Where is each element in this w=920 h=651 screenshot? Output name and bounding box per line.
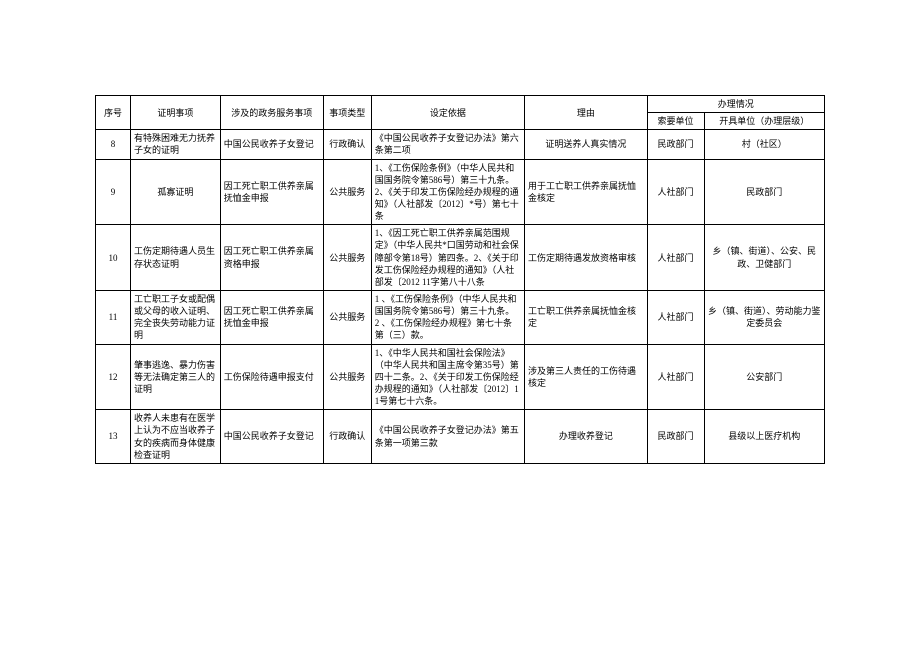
cell-type: 公共服务 [323, 159, 371, 225]
cell-seq: 10 [96, 225, 131, 291]
cell-requnit: 人社部门 [647, 344, 704, 410]
cell-item: 收养人未患有在医学上认为不应当收养子女的疾病而身体健康检查证明 [131, 410, 221, 464]
cell-seq: 12 [96, 344, 131, 410]
cell-seq: 13 [96, 410, 131, 464]
cell-issuer: 县级以上医疗机构 [704, 410, 824, 464]
cell-service: 因工死亡职工供养亲属抚恤金申报 [220, 290, 323, 344]
cell-seq: 11 [96, 290, 131, 344]
cell-basis: 《中国公民收养子女登记办法》第六条第二项 [371, 130, 524, 159]
cell-item: 工伤定期待遇人员生存状态证明 [131, 225, 221, 291]
certificate-table: 序号 证明事项 涉及的政务服务事项 事项类型 设定依据 理由 办理情况 索要单位… [95, 95, 825, 464]
cell-reason: 证明送养人真实情况 [525, 130, 648, 159]
cell-basis: 《中国公民收养子女登记办法》第五条第一项第三款 [371, 410, 524, 464]
cell-service: 因工死亡职工供养亲属资格申报 [220, 225, 323, 291]
cell-requnit: 民政部门 [647, 410, 704, 464]
cell-type: 行政确认 [323, 410, 371, 464]
cell-basis: 1 、《工伤保险条例》（中华人民共和国国务院令第586号）第三十九条。 2 、《… [371, 290, 524, 344]
header-reason: 理由 [525, 96, 648, 130]
header-service: 涉及的政务服务事项 [220, 96, 323, 130]
table-row: 10 工伤定期待遇人员生存状态证明 因工死亡职工供养亲属资格申报 公共服务 1、… [96, 225, 825, 291]
cell-seq: 8 [96, 130, 131, 159]
header-item: 证明事项 [131, 96, 221, 130]
cell-item: 肇事逃逸、暴力伤害等无法确定第三人的证明 [131, 344, 221, 410]
header-handling: 办理情况 [647, 96, 824, 113]
cell-reason: 涉及第三人责任的工伤待遇核定 [525, 344, 648, 410]
document-page: 序号 证明事项 涉及的政务服务事项 事项类型 设定依据 理由 办理情况 索要单位… [0, 0, 920, 651]
cell-type: 行政确认 [323, 130, 371, 159]
cell-basis: 1、《因工死亡职工供养亲属范围规定》（中华人民共*口国劳动和社会保障部令第18号… [371, 225, 524, 291]
cell-service: 中国公民收养子女登记 [220, 410, 323, 464]
cell-requnit: 人社部门 [647, 159, 704, 225]
table-row: 12 肇事逃逸、暴力伤害等无法确定第三人的证明 工伤保险待遇申报支付 公共服务 … [96, 344, 825, 410]
cell-type: 公共服务 [323, 344, 371, 410]
cell-service: 因工死亡职工供养亲属抚恤金申报 [220, 159, 323, 225]
table-row: 13 收养人未患有在医学上认为不应当收养子女的疾病而身体健康检查证明 中国公民收… [96, 410, 825, 464]
cell-issuer: 乡（镇、街道）、劳动能力鉴定委员会 [704, 290, 824, 344]
header-basis: 设定依据 [371, 96, 524, 130]
header-requnit: 索要单位 [647, 113, 704, 130]
cell-service: 工伤保险待遇申报支付 [220, 344, 323, 410]
header-issuer: 开具单位（办理层级） [704, 113, 824, 130]
table-row: 8 有特殊困难无力抚养子女的证明 中国公民收养子女登记 行政确认 《中国公民收养… [96, 130, 825, 159]
cell-issuer: 民政部门 [704, 159, 824, 225]
cell-basis: 1、《工伤保险条例》（中华人民共和国国务院令第586号）第三十九条。2、《关于印… [371, 159, 524, 225]
cell-requnit: 人社部门 [647, 290, 704, 344]
cell-reason: 工伤定期待遇发放资格审核 [525, 225, 648, 291]
cell-reason: 工亡职工供养亲属抚恤金核定 [525, 290, 648, 344]
cell-type: 公共服务 [323, 225, 371, 291]
cell-reason: 办理收养登记 [525, 410, 648, 464]
cell-reason: 用于工亡职工供养亲属抚恤金核定 [525, 159, 648, 225]
cell-basis: 1、《中华人民共和国社会保险法》（中华人民共和国主席令第35号）第四十二条。2、… [371, 344, 524, 410]
cell-type: 公共服务 [323, 290, 371, 344]
cell-item: 工亡职工子女或配偶或父母的收入证明、完全丧失劳动能力证明 [131, 290, 221, 344]
cell-requnit: 人社部门 [647, 225, 704, 291]
cell-issuer: 公安部门 [704, 344, 824, 410]
table-row: 11 工亡职工子女或配偶或父母的收入证明、完全丧失劳动能力证明 因工死亡职工供养… [96, 290, 825, 344]
cell-service: 中国公民收养子女登记 [220, 130, 323, 159]
cell-requnit: 民政部门 [647, 130, 704, 159]
cell-seq: 9 [96, 159, 131, 225]
table-body: 8 有特殊困难无力抚养子女的证明 中国公民收养子女登记 行政确认 《中国公民收养… [96, 130, 825, 464]
cell-issuer: 村（社区） [704, 130, 824, 159]
cell-issuer: 乡（镇、街道）、公安、民政、卫健部门 [704, 225, 824, 291]
header-seq: 序号 [96, 96, 131, 130]
cell-item: 有特殊困难无力抚养子女的证明 [131, 130, 221, 159]
table-row: 9 孤寡证明 因工死亡职工供养亲属抚恤金申报 公共服务 1、《工伤保险条例》（中… [96, 159, 825, 225]
cell-item: 孤寡证明 [131, 159, 221, 225]
header-type: 事项类型 [323, 96, 371, 130]
